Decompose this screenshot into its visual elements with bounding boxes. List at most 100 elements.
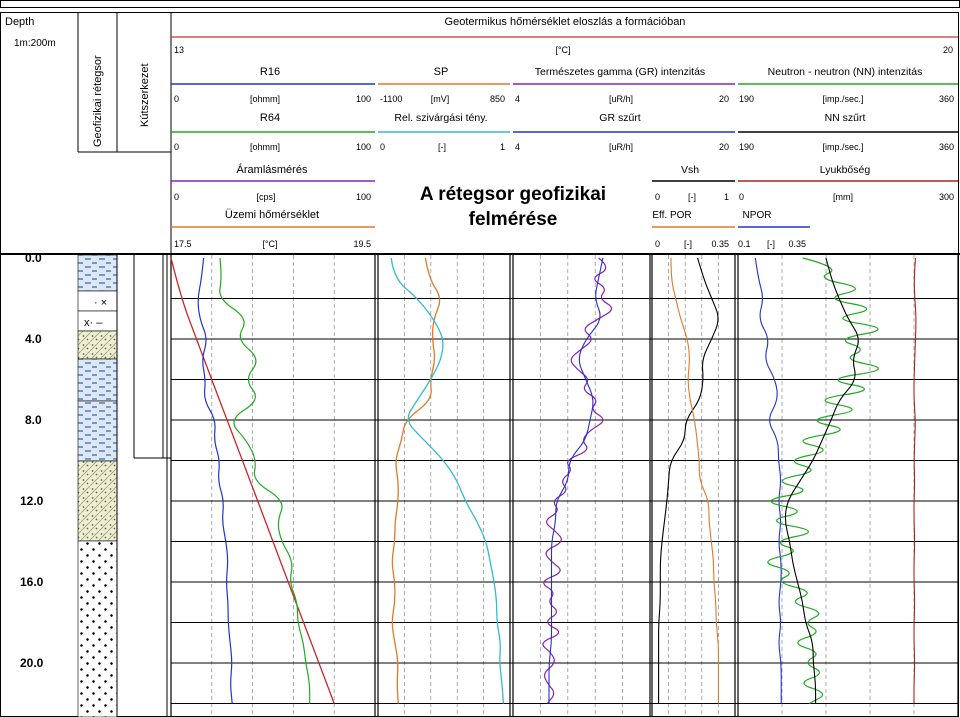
litho-clay-3 (77, 400, 118, 462)
r16-name: R16 (260, 66, 280, 78)
overlay-title-line2: felmérése (469, 209, 558, 230)
depth-tick-partial: 0.0 (25, 251, 42, 265)
temp-unit: [°C] (555, 45, 570, 55)
nn-name: Neutron - neutron (NN) intenzitás (768, 66, 923, 78)
gr-min: 4 (515, 94, 520, 104)
lithology-column: · × x· – (77, 254, 118, 717)
effpor-unit: [-] (684, 239, 692, 249)
grf-name: GR szűrt (599, 112, 641, 124)
overlay-title-line1: A rétegsor geofizikai (420, 184, 606, 205)
vsh-max: 1 (724, 192, 729, 202)
curve--zemi-h-m-rs-klet (170, 257, 335, 704)
nnf-name: NN szűrt (825, 112, 866, 124)
curve-vsh (658, 257, 719, 704)
curve-gr-sz-rt (548, 257, 604, 704)
nnf-min: 190 (739, 142, 754, 152)
col1-label: Geofizikai rétegsor (92, 55, 104, 147)
caliper-name: Lyukbőség (820, 164, 871, 176)
curve-r64 (219, 257, 311, 704)
npor-min: 0.1 (738, 239, 751, 249)
main-title: Geotermikus hőmérséklet eloszlás a formá… (445, 16, 686, 28)
litho-cross-2: x· – (84, 317, 103, 329)
r64-name: R64 (260, 112, 280, 124)
effpor-name: Eff. POR (652, 210, 691, 221)
caliper-max: 300 (939, 192, 954, 202)
nn-min: 190 (739, 94, 754, 104)
grf-unit: [uR/h] (609, 142, 633, 152)
flow-min: 0 (174, 192, 179, 202)
depth-tick-12: 12.0 (20, 494, 44, 508)
temp-min: 13 (174, 45, 184, 55)
caliper-unit: [mm] (833, 192, 853, 202)
vsh-unit: [-] (688, 192, 696, 202)
litho-clay-2 (77, 358, 118, 402)
nn-unit: [imp./sec.] (822, 94, 863, 104)
r64-unit: [ohmm] (250, 142, 280, 152)
depth-tick-16: 16.0 (20, 575, 44, 589)
optemp-max: 19.5 (353, 239, 371, 249)
curve-eff-por (670, 257, 719, 704)
effpor-min: 0 (655, 239, 660, 249)
depth-tick-4: 4.0 (25, 332, 42, 346)
curve-term-szetes-gamma-gr-intenzit-s (542, 257, 613, 704)
curve-sp (391, 257, 441, 704)
sp-unit: [mV] (431, 94, 450, 104)
depth-tick-8: 8.0 (25, 413, 42, 427)
curve-npor (754, 257, 782, 704)
optemp-unit: [°C] (262, 239, 277, 249)
litho-sand-2 (77, 460, 118, 542)
relsz-min: 0 (380, 142, 385, 152)
relsz-unit: [-] (438, 142, 446, 152)
vsh-name: Vsh (681, 164, 699, 176)
optemp-name: Üzemi hőmérséklet (225, 209, 319, 221)
npor-unit: [-] (767, 239, 775, 249)
litho-gravel (77, 540, 118, 717)
caliper-min: 0 (739, 192, 744, 202)
curve-r16 (197, 257, 233, 704)
optemp-min: 17.5 (174, 239, 192, 249)
sp-min: -1100 (380, 94, 402, 104)
litho-cross-1: · × (94, 297, 107, 309)
r16-max: 100 (356, 94, 371, 104)
scale-label: 1m:200m (14, 38, 56, 49)
flow-max: 100 (356, 192, 371, 202)
depth-axis: 0.0 4.0 8.0 12.0 16.0 20.0 (20, 251, 44, 670)
grf-max: 20 (719, 142, 729, 152)
flow-unit: [cps] (256, 192, 275, 202)
gr-max: 20 (719, 94, 729, 104)
relsz-name: Rel. szivárgási tény. (394, 112, 487, 124)
top-frame (0, 0, 960, 8)
depth-label: Depth (5, 16, 34, 28)
log-grid (170, 255, 959, 717)
curve-lyukb-s-g (913, 257, 917, 704)
npor-name: NPOR (743, 210, 772, 221)
sp-max: 850 (490, 94, 505, 104)
r64-min: 0 (174, 142, 179, 152)
curve-neutron-neutron-nn-intenzit-s (767, 257, 879, 705)
r16-min: 0 (174, 94, 179, 104)
npor-max: 0.35 (788, 239, 806, 249)
r16-unit: [ohmm] (250, 94, 280, 104)
grf-min: 4 (515, 142, 520, 152)
nn-max: 360 (939, 94, 954, 104)
nnf-unit: [imp./sec.] (822, 142, 863, 152)
r64-max: 100 (356, 142, 371, 152)
effpor-max: 0.35 (711, 239, 729, 249)
curve-rel-sziv-rg-si-t-ny- (390, 257, 505, 704)
gr-name: Természetes gamma (GR) intenzitás (535, 66, 705, 78)
col2-label: Kútszerkezet (139, 63, 151, 127)
vsh-min: 0 (655, 192, 660, 202)
well-structure (116, 255, 171, 717)
litho-sand-1 (77, 330, 118, 360)
depth-tick-20: 20.0 (20, 656, 44, 670)
flow-name: Áramlásmérés (237, 163, 308, 176)
sp-name: SP (434, 66, 449, 78)
temp-max: 20 (943, 45, 953, 55)
relsz-max: 1 (500, 142, 505, 152)
litho-clay-1 (77, 254, 118, 292)
nnf-max: 360 (939, 142, 954, 152)
curve-nn-sz-rt (784, 257, 859, 704)
log-curves (170, 257, 917, 705)
gr-unit: [uR/h] (609, 94, 633, 104)
